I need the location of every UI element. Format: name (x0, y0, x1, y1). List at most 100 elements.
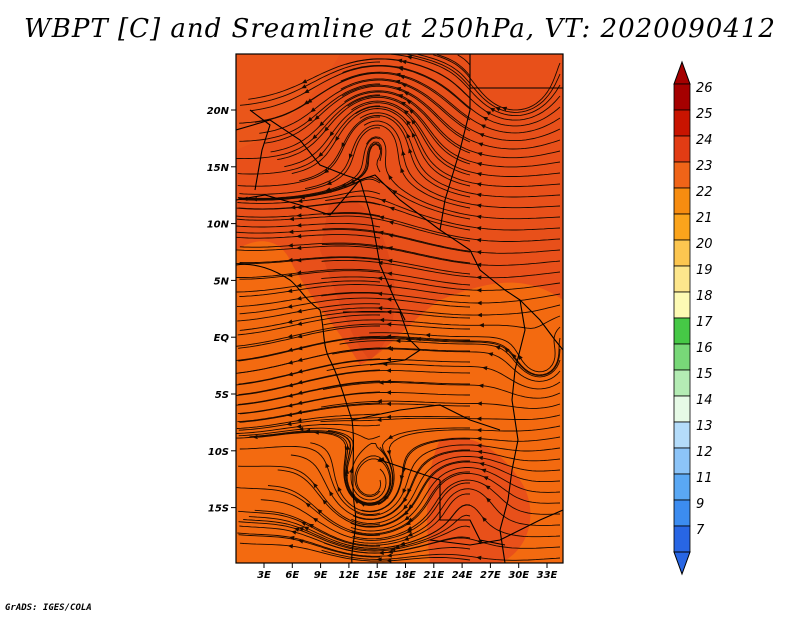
streamline-arrow (299, 194, 305, 200)
streamline (236, 323, 470, 347)
streamline-arrow (408, 108, 415, 114)
streamline-arrow (504, 347, 510, 353)
streamline-arrow (478, 133, 485, 138)
streamline-arrow (298, 426, 304, 432)
streamline-arrow (386, 558, 392, 563)
streamline-arrow (395, 72, 401, 78)
streamline-arrow (287, 257, 293, 263)
streamline-arrow (313, 482, 318, 489)
streamline (352, 479, 561, 540)
streamline-arrow (296, 283, 302, 288)
streamline (254, 493, 471, 546)
streamline (339, 340, 561, 378)
streamline-arrow (477, 449, 483, 455)
streamline-arrow (296, 308, 302, 314)
streamline-arrow (403, 504, 408, 510)
streamline (341, 84, 561, 150)
streamline (291, 108, 471, 187)
colorbar-segment (673, 369, 691, 397)
streamline (238, 358, 381, 385)
streamline (321, 243, 561, 266)
colorbar-label: 24 (696, 133, 713, 148)
streamline-arrow (476, 250, 482, 255)
streamline-arrow (403, 109, 409, 115)
streamline (323, 315, 561, 329)
streamline-arrow (287, 347, 293, 352)
colorbar-label: 17 (696, 315, 713, 330)
streamline (236, 212, 381, 218)
streamline (321, 400, 561, 409)
streamline-arrow (288, 216, 295, 222)
streamline-arrow (286, 421, 292, 427)
streamline (238, 380, 381, 405)
streamline (361, 436, 561, 512)
streamline-arrow (296, 409, 303, 415)
colorbar-label: 22 (696, 185, 713, 200)
streamline-arrow (394, 544, 400, 550)
streamline (321, 549, 561, 561)
streamline-arrow (313, 430, 319, 435)
streamline (267, 471, 471, 535)
streamline (260, 482, 471, 541)
streamline (310, 438, 471, 513)
streamline-arrow (308, 523, 314, 529)
streamline (238, 427, 381, 440)
streamline (238, 347, 381, 374)
streamline-arrow (324, 126, 330, 132)
colorbar-segment (673, 291, 691, 319)
streamline-arrow (406, 133, 411, 139)
streamline (248, 58, 471, 100)
streamline-arrow (387, 246, 393, 251)
streamline-arrow (399, 475, 405, 481)
streamline-arrow (482, 516, 487, 522)
streamline-arrow (296, 424, 302, 429)
streamline-arrow (287, 544, 294, 549)
lon-label: 27E (480, 570, 501, 581)
streamline-arrow (476, 443, 482, 448)
streamline-arrow (376, 399, 382, 404)
streamline (355, 106, 561, 188)
streamline-arrow (476, 312, 482, 318)
streamline (239, 297, 471, 315)
streamline-arrow (296, 270, 302, 275)
streamline (239, 270, 471, 286)
streamline-arrow (388, 220, 394, 225)
streamline (344, 504, 561, 549)
streamline (237, 303, 381, 322)
streamline (236, 291, 381, 308)
streamline-arrow (319, 121, 325, 127)
streamline-arrow (294, 527, 300, 532)
streamline-arrow (303, 526, 310, 531)
streamline-arrow (485, 111, 492, 116)
streamline (236, 245, 381, 251)
streamline-arrow (397, 94, 404, 99)
streamline (236, 370, 471, 396)
streamline (236, 280, 381, 293)
streamline-arrow (377, 305, 383, 311)
streamline (236, 268, 381, 278)
streamline-arrow (301, 84, 307, 89)
streamline-arrow (476, 182, 482, 187)
credit-label: GrADS: IGES/COLA (5, 603, 92, 613)
streamline-arrow (406, 528, 412, 533)
streamline-arrow (482, 116, 489, 122)
streamline-arrow (307, 116, 313, 122)
colorbar-label: 12 (696, 445, 713, 460)
streamline (277, 96, 471, 165)
streamline-arrow (312, 517, 319, 523)
streamline-arrow (479, 462, 485, 467)
streamline (236, 423, 381, 434)
streamline-arrow (326, 188, 332, 193)
streamline-arrow (476, 288, 482, 293)
streamline-arrow (297, 333, 303, 339)
streamline (254, 72, 471, 123)
lon-label: 15E (367, 570, 388, 581)
streamline (349, 338, 561, 377)
streamline-arrow (296, 245, 302, 251)
streamline-arrow (406, 526, 413, 531)
colorbar-segment (673, 343, 691, 371)
streamline-arrow (401, 59, 407, 65)
streamline-arrow (251, 197, 257, 202)
colorbar-label: 11 (696, 471, 713, 486)
streamline-arrow (289, 535, 295, 541)
